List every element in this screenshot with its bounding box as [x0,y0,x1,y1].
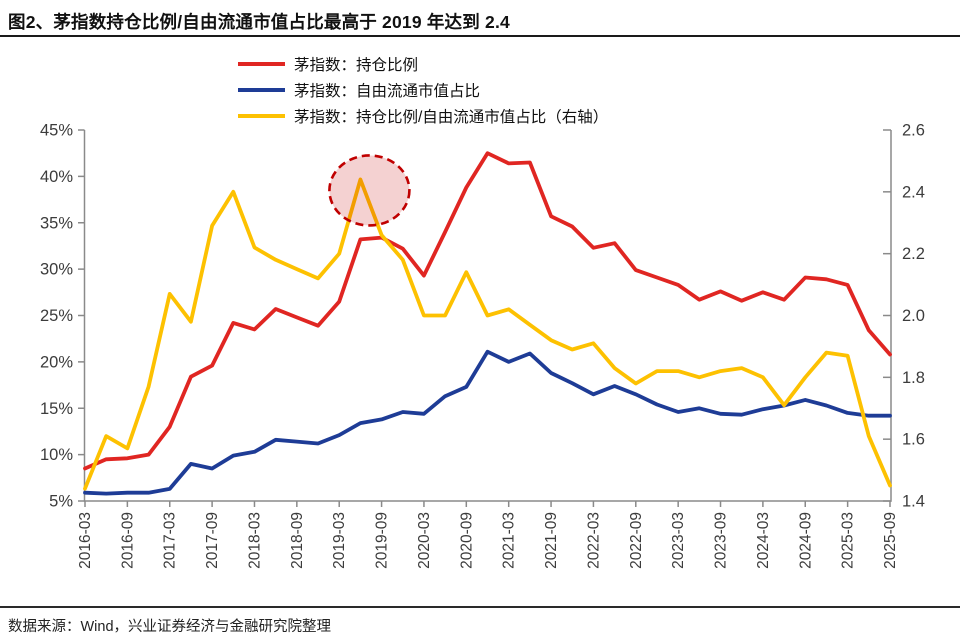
legend-line-red-icon [238,62,285,66]
chart-legend: 茅指数：持仓比例 茅指数：自由流通市值占比 茅指数：持仓比例/自由流通市值占比（… [238,51,608,129]
figure-title: 图2、茅指数持仓比例/自由流通市值占比最高于 2019 年达到 2.4 [8,12,510,32]
source-note: 数据来源：Wind，兴业证券经济与金融研究院整理 [8,619,332,635]
legend-item-freefloat-share: 茅指数：自由流通市值占比 [238,77,608,103]
right-axis-tick-label: 2.6 [902,122,925,140]
x-axis-tick-label: 2024-03 [755,512,772,569]
x-axis-tick-label: 2018-03 [246,512,263,569]
right-axis-tick-label: 1.4 [902,493,925,511]
legend-label: 茅指数：持仓比例/自由流通市值占比（右轴） [294,109,609,126]
legend-label: 茅指数：持仓比例 [294,57,419,74]
x-axis-tick-label: 2016-03 [77,512,94,569]
right-axis-tick-label: 1.8 [902,369,925,387]
right-axis-tick-label: 1.6 [902,431,925,449]
left-axis-tick-label: 15% [40,400,73,418]
x-axis-tick-label: 2025-09 [882,512,899,569]
legend-line-blue-icon [238,88,285,92]
x-axis-tick-label: 2016-09 [119,512,136,569]
x-axis-tick-label: 2019-09 [374,512,391,569]
x-axis-tick-label: 2020-09 [458,512,475,569]
left-axis-tick-label: 40% [40,168,73,186]
x-axis-tick-label: 2021-03 [501,512,518,569]
x-axis-tick-label: 2023-03 [670,512,687,569]
legend-item-holding-ratio: 茅指数：持仓比例 [238,51,608,77]
legend-item-ratio-right-axis: 茅指数：持仓比例/自由流通市值占比（右轴） [238,103,608,129]
x-axis-tick-label: 2023-09 [713,512,730,569]
right-axis-tick-label: 2.4 [902,183,925,201]
x-axis-tick-label: 2024-09 [797,512,814,569]
series-line-ratio-right-axis [83,177,892,491]
figure-title-bar: 图2、茅指数持仓比例/自由流通市值占比最高于 2019 年达到 2.4 [0,0,960,37]
x-axis-tick-label: 2019-03 [331,512,348,569]
left-axis-tick-label: 20% [40,353,73,371]
x-axis-tick-label: 2020-03 [416,512,433,569]
x-axis-tick-label: 2021-09 [543,512,560,569]
left-axis-tick-label: 10% [40,446,73,464]
left-axis-tick-label: 35% [40,214,73,232]
left-axis-tick-label: 25% [40,307,73,325]
x-axis-tick-label: 2025-03 [840,512,857,569]
legend-label: 茅指数：自由流通市值占比 [294,83,481,100]
right-axis-tick-label: 2.0 [902,307,925,325]
series-line-holding-ratio [83,151,892,471]
x-axis-tick-label: 2022-09 [628,512,645,569]
legend-line-yellow-icon [238,114,285,118]
x-axis-tick-label: 2017-09 [204,512,221,569]
source-note-bar: 数据来源：Wind，兴业证券经济与金融研究院整理 [0,606,960,636]
left-axis-tick-label: 45% [40,122,73,140]
x-axis-tick-label: 2018-09 [289,512,306,569]
left-axis-tick-label: 30% [40,261,73,279]
left-axis-tick-label: 5% [49,493,73,511]
series-line-freefloat-share [83,349,892,496]
x-axis-tick-label: 2017-03 [162,512,179,569]
peak-highlight-ellipse [328,154,411,227]
x-axis-tick-label: 2022-03 [585,512,602,569]
right-axis-tick-label: 2.2 [902,245,925,263]
